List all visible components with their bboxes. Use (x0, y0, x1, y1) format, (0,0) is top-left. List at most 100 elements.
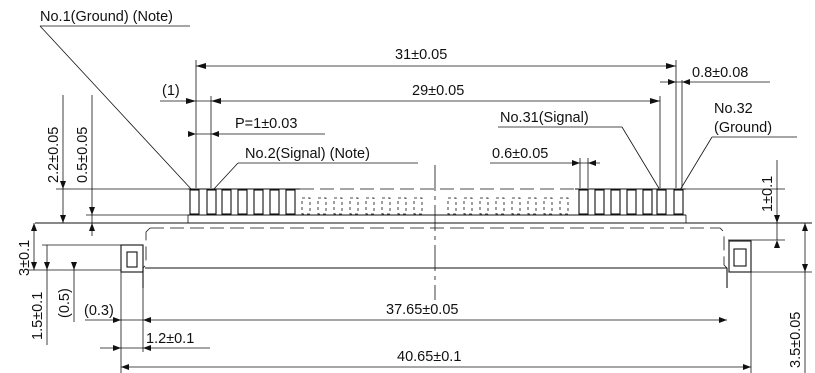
pin-2 (206, 189, 217, 215)
hidden-pin (413, 197, 423, 215)
callout-pin32-line2: (Ground) (714, 120, 772, 136)
arrowhead (802, 223, 808, 231)
arrowhead (211, 98, 221, 104)
arrowhead (113, 345, 121, 351)
pins-left (189, 189, 296, 215)
leader-pin1 (39, 25, 193, 191)
leader-pin32 (679, 136, 713, 191)
arrowhead (71, 262, 77, 270)
hidden-pin (447, 197, 457, 215)
arrowhead (743, 364, 751, 370)
arrowhead (774, 240, 780, 248)
pin (626, 189, 637, 215)
arrowhead (774, 215, 780, 223)
dim-label-2.2: 2.2±0.05 (46, 127, 62, 183)
arrowhead (668, 79, 676, 85)
pin-31 (656, 189, 667, 215)
dim-label-pitch: P=1±0.03 (235, 116, 297, 132)
callout-pin2: No.2(Signal) (Note) (245, 146, 370, 162)
hidden-pin (463, 197, 473, 215)
arrowhead (121, 364, 129, 370)
pin-32 (673, 189, 684, 215)
left-boss-hole (126, 251, 138, 268)
left-dimensions: 2.2±0.05 0.5±0.05 3±0.1 1.5±0.1 (0.5) (0… (17, 95, 210, 373)
arrowhead (572, 160, 580, 166)
callout-pin1: No.1(Ground) (Note) (40, 9, 173, 25)
callout-pin32-line1: No.32 (714, 101, 753, 117)
hidden-pin (301, 197, 311, 215)
dim-label-0.8: 0.8±0.08 (692, 65, 748, 81)
arrowhead (211, 131, 219, 137)
arrowhead (666, 63, 676, 69)
right-dimensions: 1±0.1 3.5±0.05 (686, 160, 812, 373)
arrowhead (682, 79, 690, 85)
pin-feet (187, 215, 687, 223)
pin (221, 189, 232, 215)
callouts: No.1(Ground) (Note) No.2(Signal) (Note) … (39, 9, 797, 191)
pin (237, 189, 248, 215)
hidden-pin (381, 197, 391, 215)
arrowhead (650, 98, 660, 104)
dim-label-37.65: 37.65±0.05 (386, 302, 458, 318)
pin (269, 189, 280, 215)
callout-pin31: No.31(Signal) (500, 110, 589, 126)
dim-label-3.5: 3.5±0.05 (788, 312, 804, 368)
arrowhead (89, 223, 95, 231)
pin (594, 189, 605, 215)
hidden-pin (543, 197, 553, 215)
hidden-pin (511, 197, 521, 215)
arrowhead (60, 215, 66, 223)
dim-label-1.2: 1.2±0.1 (146, 331, 194, 347)
pin-1 (189, 189, 200, 215)
dim-label-31: 31±0.05 (395, 47, 447, 63)
dim-label-0.3: (0.3) (84, 303, 114, 319)
hidden-pin (365, 197, 375, 215)
hidden-pin (317, 197, 327, 215)
hidden-pin (527, 197, 537, 215)
arrowhead (186, 98, 196, 104)
arrowhead (588, 160, 596, 166)
pin (642, 189, 653, 215)
right-boss-hole (733, 248, 747, 267)
pin (578, 189, 589, 215)
arrowhead (60, 181, 66, 189)
dim-label-0.5-ref: (0.5) (57, 288, 73, 318)
bottom-dimensions: 37.65±0.05 40.65±0.1 (121, 272, 752, 373)
dim-label-29: 29±0.05 (412, 83, 464, 99)
dim-label-1.5: 1.5±0.1 (30, 292, 46, 340)
dim-label-1: (1) (162, 83, 180, 99)
right-boss (728, 240, 752, 273)
dim-label-0.5: 0.5±0.05 (75, 127, 91, 183)
pin (253, 189, 264, 215)
arrowhead (143, 345, 151, 351)
hidden-pin (495, 197, 505, 215)
dim-label-40.65: 40.65±0.1 (397, 349, 461, 365)
dim-label-1: 1±0.1 (760, 176, 776, 212)
pins-right (578, 189, 684, 215)
arrowhead (196, 63, 206, 69)
hidden-pin (333, 197, 343, 215)
dim-label-3: 3±0.1 (17, 240, 33, 276)
hidden-pin (479, 197, 489, 215)
pin (285, 189, 296, 215)
arrowhead (31, 262, 37, 270)
leader-pin31 (621, 126, 661, 191)
arrowhead (188, 131, 196, 137)
leader-pin2 (212, 162, 239, 191)
hidden-pin (397, 197, 407, 215)
pin-row (187, 188, 687, 223)
arrowhead (719, 317, 727, 323)
left-boss (120, 244, 144, 273)
arrowhead (31, 223, 37, 231)
arrowhead (802, 264, 808, 272)
arrowhead (89, 207, 95, 215)
connector-body (35, 165, 812, 300)
hidden-pin (349, 197, 359, 215)
arrowhead (44, 262, 50, 270)
arrowhead (113, 317, 121, 323)
dim-label-0.6: 0.6±0.05 (492, 146, 548, 162)
pin (610, 189, 621, 215)
top-dimensions: 31±0.05 (1) 29±0.05 0.8±0.08 P=1±0.03 0.… (160, 47, 770, 188)
hidden-pin (559, 197, 569, 215)
